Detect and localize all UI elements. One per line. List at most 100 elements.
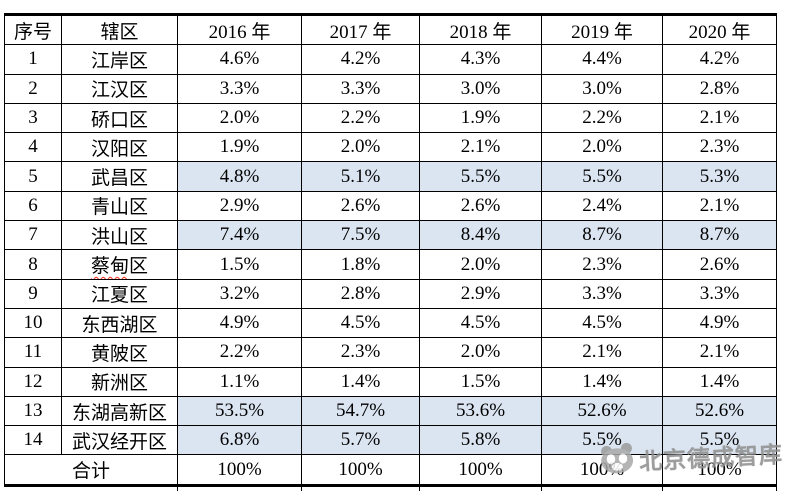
table-border-stub bbox=[301, 485, 302, 491]
total-value-cell: 100% bbox=[419, 454, 542, 486]
table-row: 5 武昌区 4.8% 5.1% 5.5% 5.5% 5.3% bbox=[4, 161, 777, 192]
table-border-stub bbox=[419, 485, 420, 491]
value-cell: 2.6% bbox=[419, 190, 542, 222]
total-value-cell: 100% bbox=[662, 454, 777, 486]
value-cell: 2.6% bbox=[662, 249, 777, 280]
table-row: 2 江汉区 3.3% 3.3% 3.0% 3.0% 2.8% bbox=[4, 73, 777, 104]
value-cell: 7.5% bbox=[301, 220, 420, 251]
value-cell: 2.8% bbox=[662, 73, 777, 104]
table-row: 12 新洲区 1.1% 1.4% 1.5% 1.4% 1.4% bbox=[4, 366, 777, 397]
value-cell: 4.3% bbox=[419, 44, 542, 75]
row-number-cell: 3 bbox=[4, 102, 62, 134]
value-cell: 4.4% bbox=[541, 44, 663, 75]
table-border-stub bbox=[541, 485, 542, 491]
value-cell: 5.7% bbox=[301, 425, 420, 456]
total-label-cell: 合计 bbox=[4, 454, 178, 486]
value-cell: 4.2% bbox=[662, 44, 777, 75]
value-cell: 1.5% bbox=[419, 366, 542, 397]
row-number-cell: 5 bbox=[4, 161, 62, 192]
value-cell: 1.9% bbox=[419, 102, 542, 134]
value-cell: 1.4% bbox=[541, 366, 663, 397]
column-header: 2019 年 bbox=[541, 13, 663, 46]
value-cell: 5.8% bbox=[419, 425, 542, 456]
value-cell: 2.2% bbox=[301, 102, 420, 134]
table-body: 1 江岸区 4.6% 4.2% 4.3% 4.4% 4.2% 2 江汉区 3.3% 3.3% 3.0%… bbox=[4, 44, 777, 486]
value-cell: 1.8% bbox=[301, 249, 420, 280]
value-cell: 2.1% bbox=[541, 337, 663, 368]
value-cell: 3.3% bbox=[662, 278, 777, 309]
table-border-stub bbox=[776, 485, 777, 491]
value-cell: 2.1% bbox=[419, 132, 542, 163]
district-name-cell: 武昌区 bbox=[61, 161, 178, 192]
value-cell: 3.3% bbox=[177, 73, 302, 104]
value-cell: 5.1% bbox=[301, 161, 420, 192]
row-number-cell: 6 bbox=[4, 190, 62, 222]
table-row: 14 武汉经开区 6.8% 5.7% 5.8% 5.5% 5.5% bbox=[4, 425, 777, 456]
value-cell: 53.6% bbox=[419, 395, 542, 427]
value-cell: 4.9% bbox=[177, 307, 302, 339]
value-cell: 1.9% bbox=[177, 132, 302, 163]
value-cell: 4.6% bbox=[177, 44, 302, 75]
table-row: 8 蔡甸区 1.5% 1.8% 2.0% 2.3% 2.6% bbox=[4, 249, 777, 280]
value-cell: 2.3% bbox=[662, 132, 777, 163]
district-name-cell: 东西湖区 bbox=[61, 307, 178, 339]
district-name-cell: 武汉经开区 bbox=[61, 425, 178, 456]
value-cell: 2.1% bbox=[662, 190, 777, 222]
district-name-cell: 新洲区 bbox=[61, 366, 178, 397]
value-cell: 2.0% bbox=[177, 102, 302, 134]
value-cell: 4.9% bbox=[662, 307, 777, 339]
value-cell: 2.2% bbox=[177, 337, 302, 368]
district-name-cell: 硚口区 bbox=[61, 102, 178, 134]
value-cell: 53.5% bbox=[177, 395, 302, 427]
column-header: 辖区 bbox=[61, 13, 178, 46]
table-row: 13 东湖高新区 53.5% 54.7% 53.6% 52.6% 52.6% bbox=[4, 395, 777, 427]
total-value-cell: 100% bbox=[177, 454, 302, 486]
value-cell: 2.1% bbox=[662, 102, 777, 134]
value-cell: 54.7% bbox=[301, 395, 420, 427]
row-number-cell: 11 bbox=[4, 337, 62, 368]
column-header: 序号 bbox=[4, 13, 62, 46]
value-cell: 1.5% bbox=[177, 249, 302, 280]
value-cell: 4.5% bbox=[301, 307, 420, 339]
column-header: 2017 年 bbox=[301, 13, 420, 46]
row-number-cell: 9 bbox=[4, 278, 62, 309]
value-cell: 3.2% bbox=[177, 278, 302, 309]
row-number-cell: 4 bbox=[4, 132, 62, 163]
value-cell: 5.5% bbox=[662, 425, 777, 456]
row-number-cell: 8 bbox=[4, 249, 62, 280]
value-cell: 1.4% bbox=[662, 366, 777, 397]
total-value-cell: 100% bbox=[541, 454, 663, 486]
value-cell: 8.7% bbox=[662, 220, 777, 251]
value-cell: 5.3% bbox=[662, 161, 777, 192]
value-cell: 8.7% bbox=[541, 220, 663, 251]
table-row: 1 江岸区 4.6% 4.2% 4.3% 4.4% 4.2% bbox=[4, 44, 777, 75]
misspell-squiggle-text: 蔡甸 bbox=[90, 256, 129, 278]
value-cell: 2.2% bbox=[541, 102, 663, 134]
district-name-cell: 东湖高新区 bbox=[61, 395, 178, 427]
table-border-stub bbox=[662, 485, 663, 491]
value-cell: 2.9% bbox=[177, 190, 302, 222]
value-cell: 6.8% bbox=[177, 425, 302, 456]
value-cell: 3.3% bbox=[541, 278, 663, 309]
value-cell: 2.0% bbox=[419, 337, 542, 368]
value-cell: 4.5% bbox=[541, 307, 663, 339]
row-number-cell: 2 bbox=[4, 73, 62, 104]
value-cell: 3.0% bbox=[419, 73, 542, 104]
row-number-cell: 13 bbox=[4, 395, 62, 427]
value-cell: 1.1% bbox=[177, 366, 302, 397]
value-cell: 2.3% bbox=[301, 337, 420, 368]
value-cell: 2.8% bbox=[301, 278, 420, 309]
value-cell: 1.4% bbox=[301, 366, 420, 397]
district-percentage-table: 序号 辖区 2016 年 2017 年 2018 年 2019 年 2020 年 1 江岸区 4… bbox=[4, 13, 777, 487]
value-cell: 2.0% bbox=[419, 249, 542, 280]
value-cell: 3.0% bbox=[541, 73, 663, 104]
district-name-cell: 洪山区 bbox=[61, 220, 178, 251]
table-row: 6 青山区 2.9% 2.6% 2.6% 2.4% 2.1% bbox=[4, 190, 777, 222]
district-name-cell: 黄陂区 bbox=[61, 337, 178, 368]
value-cell: 2.0% bbox=[541, 132, 663, 163]
district-name-cell: 蔡甸区 bbox=[61, 249, 178, 280]
table-header-row: 序号 辖区 2016 年 2017 年 2018 年 2019 年 2020 年 bbox=[4, 13, 777, 46]
value-cell: 52.6% bbox=[662, 395, 777, 427]
total-row: 合计 100% 100% 100% 100% 100% bbox=[4, 454, 777, 486]
